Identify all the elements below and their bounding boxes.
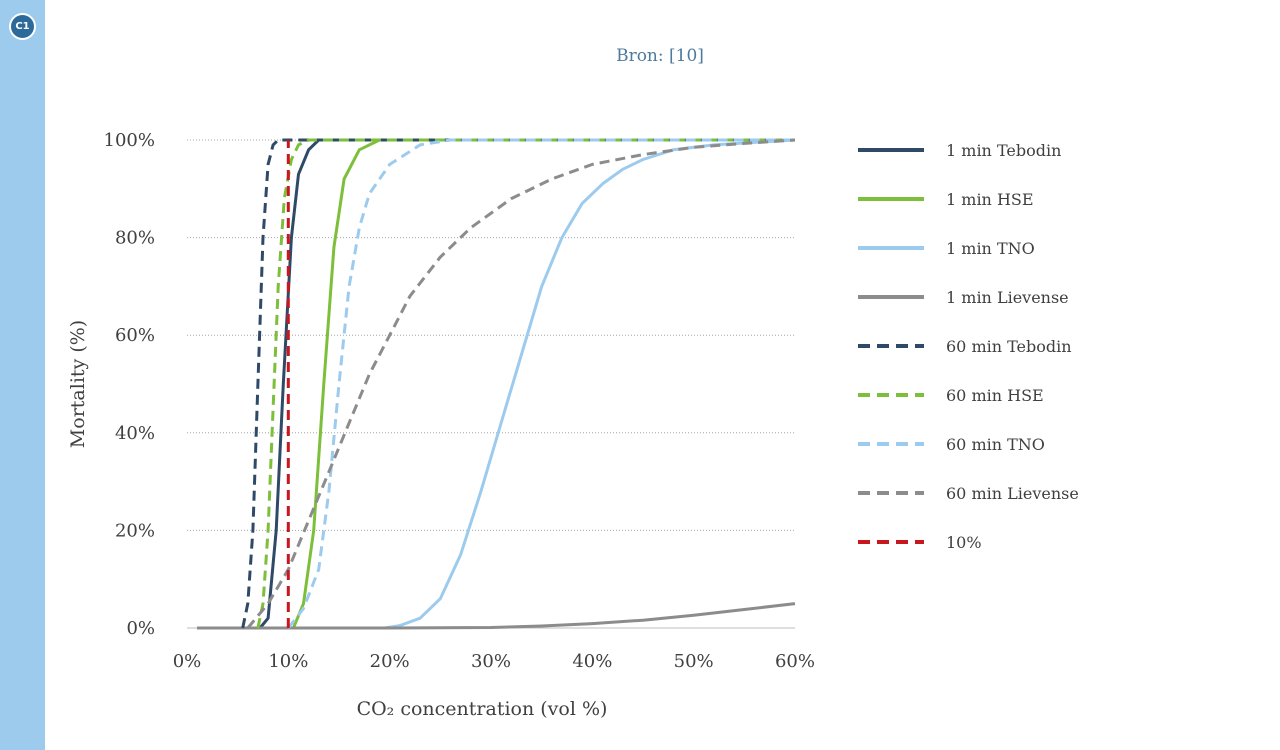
y-tick-label: 60%: [115, 325, 155, 346]
legend: 1 min Tebodin 1 min HSE 1 min TNO 1 min Lie…: [858, 141, 1079, 552]
legend-label: 60 min TNO: [946, 435, 1045, 454]
legend-label: 60 min HSE: [946, 386, 1044, 405]
side-strip: [0, 0, 45, 750]
y-tick-label: 0%: [126, 618, 155, 639]
y-tick-label: 20%: [115, 520, 155, 541]
x-tick-label: 10%: [268, 651, 308, 672]
x-tick-label: 0%: [173, 651, 202, 672]
axes: 0% 20% 40% 60% 80% 100% 0% 10% 20% 30% 40% 50% 60%: [104, 130, 815, 672]
y-tick-label: 80%: [115, 228, 155, 249]
legend-label: 10%: [946, 533, 982, 552]
source-label: Bron: [10]: [616, 46, 704, 66]
x-tick-label: 20%: [370, 651, 410, 672]
series-line: [256, 138, 795, 629]
legend-label: 60 min Tebodin: [946, 337, 1072, 356]
y-axis-title: Mortality (%): [67, 320, 89, 448]
series-lines: [197, 138, 796, 630]
y-tick-label: 100%: [104, 130, 155, 151]
legend-label: 1 min TNO: [946, 239, 1035, 258]
legend-label: 60 min Lievense: [946, 484, 1079, 503]
series-line: [197, 138, 795, 630]
x-tick-label: 50%: [674, 651, 714, 672]
legend-label: 1 min Tebodin: [946, 141, 1061, 160]
panel-badge: C1: [9, 13, 36, 40]
series-line: [287, 138, 795, 629]
series-line: [241, 138, 795, 629]
x-tick-label: 30%: [471, 651, 511, 672]
x-axis-title: CO₂ concentration (vol %): [357, 698, 608, 720]
series-line: [246, 138, 796, 629]
series-line: [197, 138, 795, 630]
y-tick-label: 40%: [115, 423, 155, 444]
legend-label: 1 min Lievense: [946, 288, 1069, 307]
legend-label: 1 min HSE: [946, 190, 1034, 209]
x-tick-label: 60%: [775, 651, 815, 672]
x-tick-label: 40%: [572, 651, 612, 672]
series-line: [197, 602, 796, 630]
series-line: [384, 138, 796, 630]
